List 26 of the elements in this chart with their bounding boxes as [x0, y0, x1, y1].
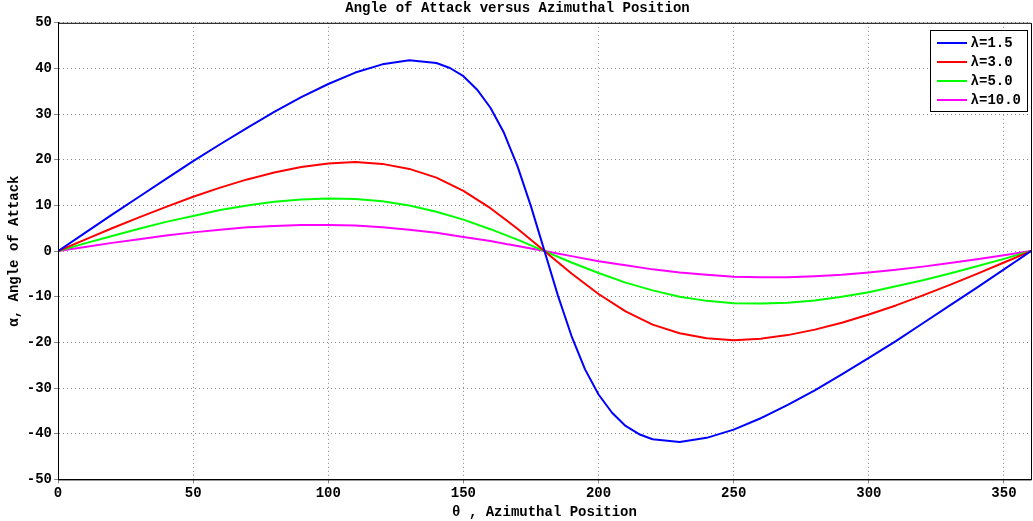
y-tick-label: 40: [35, 59, 52, 76]
x-tick-label: 50: [184, 485, 202, 502]
x-tick-label: 200: [585, 485, 612, 502]
y-tick-label: 20: [35, 151, 52, 168]
legend-label: λ=10.0: [970, 91, 1021, 108]
x-tick-label: 0: [53, 485, 63, 502]
y-tick-label: 30: [35, 105, 52, 122]
y-tick-label: -50: [26, 470, 52, 487]
x-tick-label: 100: [315, 485, 341, 502]
legend-label: λ=5.0: [970, 72, 1013, 89]
y-tick-label: -40: [26, 425, 52, 442]
x-tick-label: 150: [450, 485, 477, 502]
legend-label: λ=1.5: [970, 34, 1013, 51]
y-axis-title: α, Angle of Attack: [5, 175, 22, 327]
chart-title: Angle of Attack versus Azimuthal Position: [345, 0, 690, 16]
legend-label: λ=3.0: [970, 53, 1013, 70]
x-tick-label: 300: [856, 485, 882, 502]
y-tick-label: 0: [43, 242, 52, 259]
x-tick-label: 350: [991, 485, 1017, 502]
y-tick-label: 50: [35, 14, 52, 31]
y-tick-label: 10: [35, 196, 52, 213]
y-tick-label: -10: [26, 288, 52, 305]
y-tick-label: -30: [26, 379, 52, 396]
x-axis-title: θ , Azimuthal Position: [452, 504, 637, 521]
x-tick-label: 250: [721, 485, 747, 502]
y-tick-label: -20: [26, 333, 52, 350]
